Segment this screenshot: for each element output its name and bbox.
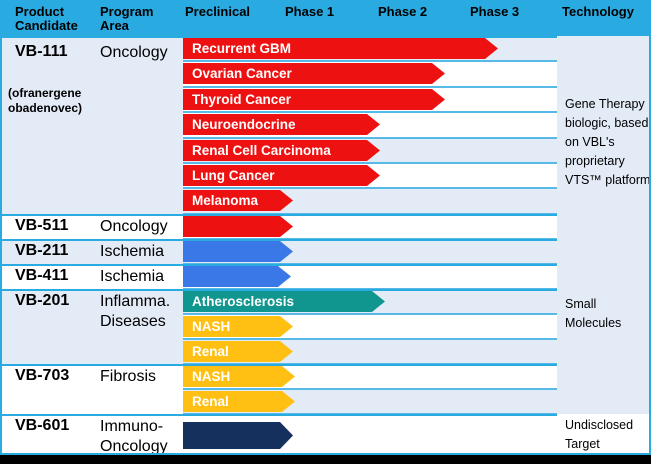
pipeline-bar-ovarian-cancer: Ovarian Cancer <box>183 63 445 84</box>
header-preclinical: Preclinical <box>185 4 251 19</box>
separator <box>0 289 651 291</box>
technology-cell-undisclosed-target: Undisclosed Target <box>557 414 651 453</box>
pipeline-bar-renal-cell: Renal Cell Carcinoma <box>183 140 380 161</box>
program-area: Ischemia <box>100 243 165 260</box>
pipeline-bar-nash-201: NASH <box>183 316 293 337</box>
header-phase-1: Phase 1 <box>285 4 335 19</box>
separator <box>0 264 557 266</box>
program-area: Ischemia <box>100 268 165 285</box>
program-area: Oncology <box>100 44 168 61</box>
product-name: VB-703 <box>15 367 70 384</box>
header-phase-2: Phase 2 <box>378 4 428 19</box>
separator <box>0 239 557 241</box>
pipeline-bar-renal-201: Renal <box>183 341 293 362</box>
pipeline-bar-vb-511 <box>183 216 293 237</box>
product-name: VB-511 <box>15 217 69 234</box>
right-border <box>649 0 651 453</box>
product-name: VB-201 <box>15 292 70 309</box>
program-area: Inflamma. Diseases <box>100 293 171 330</box>
separator <box>0 364 557 366</box>
pipeline-bar-vb-411 <box>183 266 291 287</box>
pipeline-bar-neuroendocrine: Neuroendocrine <box>183 114 380 135</box>
pipeline-bar-renal-703: Renal <box>183 391 295 412</box>
program-area: Oncology <box>100 218 168 235</box>
program-area: Fibrosis <box>100 368 157 385</box>
pipeline-bar-thyroid-cancer: Thyroid Cancer <box>183 89 445 110</box>
left-border <box>0 0 2 453</box>
program-area: Immuno- Oncology <box>100 418 168 455</box>
technology-cell-small-molecules: Small Molecules <box>557 289 651 414</box>
header-phase-3: Phase 3 <box>470 4 520 19</box>
technology-cell-gene-therapy: Gene Therapy biologic, based on VBL's pr… <box>557 36 651 289</box>
product-name: VB-601 <box>15 417 70 434</box>
pipeline-bar-vb-601 <box>183 422 293 449</box>
bottom-bar <box>0 453 651 464</box>
pipeline-bar-nash-703: NASH <box>183 366 295 387</box>
row-vb-601: VB-601 Immuno- Oncology <box>0 414 651 455</box>
pipeline-bar-atherosclerosis: Atherosclerosis <box>183 291 385 312</box>
header-product-candidate: Product Candidate <box>15 4 78 33</box>
pipeline-bar-recurrent-gbm: Recurrent GBM <box>183 38 498 59</box>
pipeline-bar-melanoma: Melanoma <box>183 190 293 211</box>
product-name: VB-211 <box>15 242 69 259</box>
header-technology: Technology <box>562 4 634 19</box>
pipeline-bar-vb-211 <box>183 241 293 262</box>
separator <box>0 214 557 216</box>
table-header: Product Candidate Program Area Preclinic… <box>0 0 651 36</box>
product-subname: (ofranergene obadenovec) <box>8 86 83 115</box>
product-name: VB-411 <box>15 267 69 284</box>
header-program-area: Program Area <box>100 4 154 33</box>
pipeline-bar-lung-cancer: Lung Cancer <box>183 165 380 186</box>
product-name: VB-111 <box>15 43 68 60</box>
separator <box>0 414 651 416</box>
separator <box>0 36 651 38</box>
